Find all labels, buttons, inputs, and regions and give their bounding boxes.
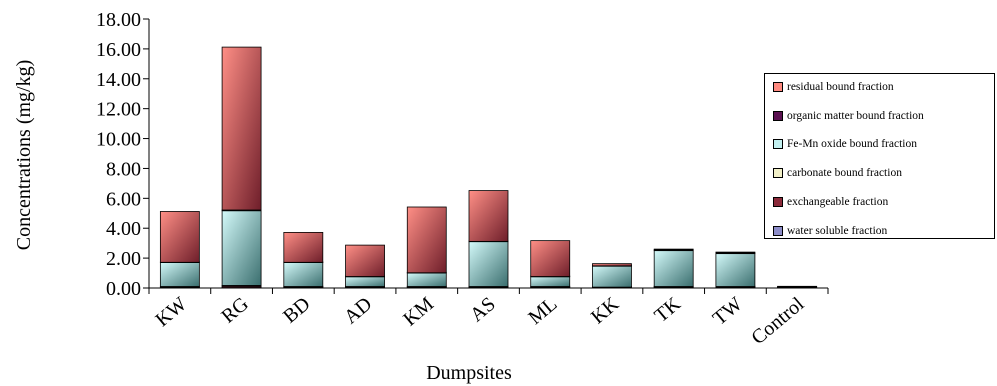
bar-segment [653, 250, 694, 287]
bar-segment [777, 285, 818, 288]
legend-label: water soluble fraction [787, 225, 888, 237]
legend-item: organic matter bound fraction [773, 109, 924, 123]
legend-item: residual bound fraction [773, 80, 894, 94]
legend-label: residual bound fraction [787, 81, 894, 93]
bar-segment [345, 244, 385, 277]
bar-segment [468, 241, 509, 287]
bar-segment [221, 46, 262, 211]
bar-segment [159, 211, 200, 263]
x-tick-label: RG [217, 293, 252, 328]
legend-label: Fe-Mn oxide bound fraction [787, 138, 917, 150]
y-axis-label: Concentrations (mg/kg) [13, 60, 35, 251]
bar-segment [653, 248, 694, 251]
bar-segment [221, 210, 262, 286]
bar-segment [530, 240, 571, 277]
bar-segment [530, 276, 571, 287]
chart-legend: residual bound fraction organic matter bo… [764, 73, 995, 239]
bar-segment [715, 253, 756, 287]
y-tick-label: 2.00 [106, 248, 141, 270]
bar-segment [345, 276, 385, 287]
y-tick-label: 6.00 [106, 188, 141, 210]
legend-item: water soluble fraction [773, 224, 887, 238]
x-axis-label: Dumpsites [426, 362, 512, 384]
x-tick-label: KM [399, 293, 438, 331]
bars [159, 46, 818, 289]
bar-segment [159, 262, 200, 287]
y-tick-label: 14.00 [96, 69, 141, 91]
legend-swatch [773, 82, 783, 92]
legend-swatch [773, 226, 783, 236]
x-tick-label: AS [466, 293, 500, 326]
legend-swatch [773, 168, 783, 178]
x-tick-label: KK [587, 293, 624, 329]
legend-label: organic matter bound fraction [787, 110, 924, 122]
y-tick-label: 0.00 [106, 278, 141, 300]
legend-item: carbonate bound fraction [773, 166, 902, 180]
bar-segment [592, 263, 632, 267]
x-ticks: KW RG BD AD KM AS ML KK TK TW Control [148, 288, 829, 349]
y-tick-label: 10.00 [96, 129, 141, 151]
legend-label: carbonate bound fraction [787, 167, 902, 179]
legend-swatch [773, 139, 783, 149]
y-tick-label: 4.00 [106, 218, 141, 240]
x-tick-label: AD [340, 293, 376, 328]
legend-item: Fe-Mn oxide bound fraction [773, 137, 917, 151]
x-tick-label: KW [151, 293, 191, 331]
legend-label: exchangeable fraction [787, 196, 889, 208]
y-tick-label: 8.00 [106, 158, 141, 180]
x-tick-label: ML [524, 293, 561, 329]
y-tick-label: 12.00 [96, 99, 141, 121]
y-tick-label: 16.00 [96, 39, 141, 61]
x-tick-label: TK [650, 293, 685, 327]
bar-segment [283, 262, 324, 287]
y-tick-label: 18.00 [96, 9, 141, 31]
x-tick-label: BD [279, 293, 314, 328]
legend-item: exchangeable fraction [773, 195, 888, 209]
bar-segment [715, 251, 756, 254]
bar-segment [592, 265, 632, 288]
x-tick-label: Control [747, 293, 808, 349]
y-ticks: 0.00 2.00 4.00 6.00 8.00 10.00 12.00 14.00 16.00… [96, 9, 149, 300]
bar-segment [406, 272, 447, 287]
bar-segment [406, 206, 447, 274]
bar-segment [283, 232, 324, 263]
legend-swatch [773, 111, 783, 121]
legend-swatch [773, 197, 783, 207]
x-tick-label: TW [709, 293, 747, 330]
bar-segment [468, 190, 509, 242]
